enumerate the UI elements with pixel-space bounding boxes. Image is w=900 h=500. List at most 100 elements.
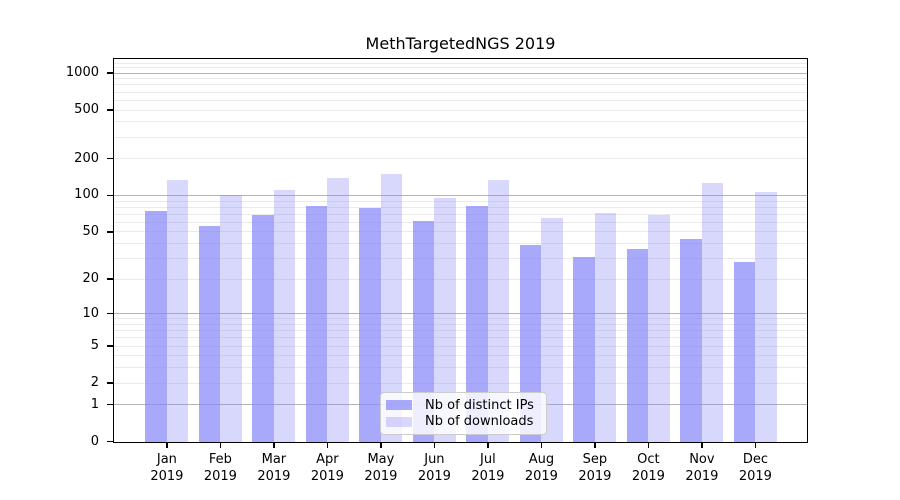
- legend-swatch-distinct-ips: [386, 400, 412, 411]
- x-axis-tick: [380, 443, 382, 448]
- bar-downloads-mar: [273, 189, 295, 442]
- x-axis-tick-label: Jan 2019: [135, 451, 199, 485]
- minor-gridline: [114, 345, 807, 347]
- x-label-month: Feb: [208, 452, 232, 467]
- bar-downloads-dec: [755, 192, 777, 442]
- bar-downloads-sep: [594, 213, 616, 442]
- minor-gridline: [114, 243, 807, 245]
- x-axis-tick: [647, 443, 650, 448]
- x-axis-tick-label: Feb 2019: [188, 451, 252, 485]
- minor-gridline: [114, 318, 807, 320]
- bar-distinct-ips-jul: [466, 206, 488, 442]
- plot-area: Nb of distinct IPs Nb of downloads: [113, 58, 808, 443]
- y-axis-tick: [107, 72, 113, 74]
- y-axis-tick-label: 2: [90, 374, 99, 390]
- minor-gridline: [114, 367, 807, 369]
- legend-entry-downloads: Nb of downloads: [386, 414, 538, 429]
- minor-gridline: [114, 382, 807, 384]
- x-axis-tick-label: Apr 2019: [295, 451, 359, 485]
- y-axis-tick: [107, 194, 113, 197]
- y-axis-tick: [107, 278, 113, 280]
- major-gridline: [114, 194, 807, 196]
- x-axis-tick: [487, 443, 489, 448]
- y-axis-tick: [107, 382, 113, 384]
- x-label-year: 2019: [150, 469, 184, 484]
- y-axis-tick-label: 1000: [65, 64, 99, 80]
- x-axis-tick: [166, 443, 168, 448]
- minor-gridline: [114, 330, 807, 332]
- minor-gridline: [114, 67, 807, 69]
- y-axis-tick-label: 100: [74, 187, 99, 203]
- bar-distinct-ips-apr: [305, 205, 327, 442]
- x-axis-tick-label: Nov 2019: [670, 451, 734, 485]
- y-axis-tick-label: 0: [90, 433, 99, 449]
- minor-gridline: [114, 337, 807, 339]
- minor-gridline: [114, 158, 807, 160]
- y-axis-tick: [107, 440, 113, 443]
- major-gridline: [114, 72, 807, 74]
- bar-distinct-ips-may: [359, 207, 381, 442]
- x-label-year: 2019: [417, 469, 451, 484]
- minor-gridline: [114, 206, 807, 208]
- x-label-month: Apr: [316, 452, 339, 467]
- bar-downloads-aug: [541, 217, 563, 442]
- x-label-month: Nov: [689, 452, 715, 467]
- x-label-month: Oct: [637, 452, 660, 467]
- chart-title: MethTargetedNGS 2019: [365, 34, 556, 53]
- x-label-year: 2019: [685, 469, 719, 484]
- x-label-month: Dec: [742, 452, 768, 467]
- bar-downloads-apr: [327, 177, 349, 442]
- legend: Nb of distinct IPs Nb of downloads: [380, 392, 547, 435]
- minor-gridline: [114, 121, 807, 123]
- x-axis-tick: [594, 443, 596, 448]
- y-axis-tick: [107, 312, 113, 315]
- minor-gridline: [114, 200, 807, 202]
- minor-gridline: [114, 91, 807, 93]
- y-axis-tick: [107, 109, 113, 111]
- x-label-year: 2019: [738, 469, 772, 484]
- x-axis-tick-label: Jul 2019: [456, 451, 520, 485]
- bar-downloads-oct: [648, 214, 670, 442]
- x-label-year: 2019: [524, 469, 558, 484]
- x-label-year: 2019: [471, 469, 505, 484]
- x-axis-tick-label: May 2019: [349, 451, 413, 485]
- x-axis-tick-label: Jun 2019: [402, 451, 466, 485]
- bar-downloads-jul: [487, 179, 509, 442]
- y-axis-tick-label: 5: [90, 337, 99, 353]
- x-label-year: 2019: [310, 469, 344, 484]
- minor-gridline: [114, 109, 807, 111]
- bar-downloads-jun: [434, 198, 456, 442]
- y-axis-tick-label: 1: [90, 396, 99, 412]
- legend-label-downloads: Nb of downloads: [425, 414, 534, 430]
- major-gridline: [114, 313, 807, 315]
- bar-distinct-ips-mar: [252, 214, 274, 442]
- bar-distinct-ips-jan: [145, 210, 167, 442]
- legend-label-distinct-ips: Nb of distinct IPs: [425, 397, 534, 413]
- y-axis-tick-label: 10: [82, 305, 99, 321]
- y-axis-tick-label: 200: [74, 150, 99, 166]
- x-label-month: May: [367, 452, 395, 467]
- bar-downloads-feb: [220, 194, 242, 442]
- x-label-month: Jun: [424, 452, 445, 467]
- x-label-month: Aug: [528, 452, 555, 467]
- y-axis-tick-label: 20: [82, 271, 99, 287]
- legend-swatch-downloads: [386, 416, 412, 427]
- x-axis-tick: [326, 443, 329, 448]
- bar-distinct-ips-sep: [573, 257, 595, 442]
- bar-distinct-ips-jun: [412, 220, 434, 442]
- x-label-year: 2019: [578, 469, 612, 484]
- bar-distinct-ips-dec: [733, 262, 755, 442]
- bar-distinct-ips-oct: [626, 249, 648, 442]
- minor-gridline: [114, 221, 807, 223]
- y-axis-tick: [107, 157, 113, 160]
- minor-gridline: [114, 99, 807, 101]
- x-axis-tick: [701, 443, 703, 448]
- y-axis-tick-label: 500: [74, 101, 99, 117]
- minor-gridline: [114, 257, 807, 259]
- minor-gridline: [114, 355, 807, 357]
- x-label-month: Sep: [582, 452, 608, 467]
- x-label-year: 2019: [631, 469, 665, 484]
- bar-downloads-may: [380, 174, 402, 442]
- minor-gridline: [114, 213, 807, 215]
